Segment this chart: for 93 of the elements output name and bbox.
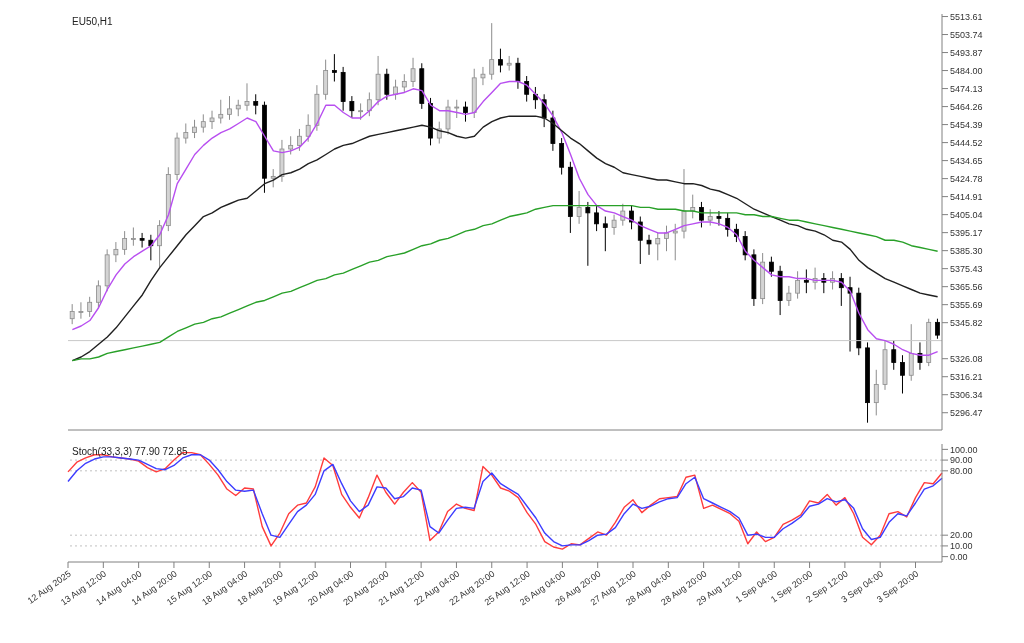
- y-tick-label: 0.00: [950, 551, 968, 562]
- candlestick: [410, 57, 416, 88]
- candlestick: [900, 354, 905, 395]
- candlestick: [585, 201, 591, 267]
- candlestick: [445, 99, 451, 135]
- y-tick-label: 100.00: [950, 444, 978, 455]
- candlestick: [489, 22, 495, 81]
- candlestick: [873, 369, 879, 416]
- y-tick-label: 80.00: [950, 466, 973, 477]
- candlestick: [270, 168, 276, 188]
- candlestick: [436, 121, 442, 145]
- y-tick-label: 5454.39: [950, 119, 983, 130]
- y-tick-label: 5306.34: [950, 389, 983, 400]
- y-tick-label: 5365.56: [950, 281, 983, 292]
- candlestick: [297, 128, 302, 152]
- y-tick-label: 5424.78: [950, 173, 983, 184]
- candlestick: [393, 79, 398, 101]
- y-tick-label: 10.00: [950, 541, 973, 552]
- candlestick: [602, 216, 608, 252]
- y-tick-label: 5296.47: [950, 407, 983, 418]
- y-tick-label: 5503.74: [950, 29, 983, 40]
- candlestick: [611, 214, 617, 236]
- line-series: [71, 204, 939, 362]
- candlestick: [323, 59, 329, 101]
- y-tick-label: 5414.91: [950, 191, 983, 202]
- candlestick: [646, 234, 652, 256]
- candlestick: [768, 256, 774, 278]
- candlestick: [349, 95, 355, 119]
- candlestick: [113, 241, 119, 263]
- y-tick-label: 5405.04: [950, 209, 983, 220]
- candlestick: [139, 232, 145, 249]
- candlestick: [699, 201, 704, 228]
- candlestick: [384, 68, 390, 101]
- candlestick: [559, 137, 565, 176]
- candlestick: [87, 296, 93, 318]
- chart-title: Stoch(33,3,3) 77.90 72.85: [72, 446, 188, 457]
- y-tick-label: 5345.82: [950, 317, 983, 328]
- candlestick: [463, 101, 468, 123]
- candlestick: [227, 95, 232, 121]
- candlestick: [288, 135, 294, 155]
- candlestick: [742, 230, 748, 261]
- candlestick: [847, 276, 853, 353]
- candlestick: [655, 232, 661, 261]
- chart-title: EU50,H1: [72, 16, 113, 27]
- candlestick: [935, 318, 940, 340]
- y-tick-label: 5493.87: [950, 47, 983, 58]
- candlestick: [253, 93, 259, 115]
- candlestick: [366, 91, 372, 117]
- candlestick: [786, 285, 792, 307]
- candlestick: [331, 53, 337, 83]
- candlestick: [122, 230, 128, 256]
- candlestick: [244, 82, 250, 112]
- candlestick: [157, 219, 162, 269]
- candlestick: [576, 190, 582, 225]
- y-tick-label: 5375.43: [950, 263, 983, 274]
- y-tick-label: 5395.17: [950, 227, 983, 238]
- y-tick-label: 5484.00: [950, 65, 983, 76]
- candlestick: [637, 216, 643, 265]
- y-tick-label: 20.00: [950, 530, 973, 541]
- candlestick: [305, 113, 311, 143]
- candlestick: [183, 122, 189, 145]
- candlestick: [795, 270, 801, 300]
- candlestick: [716, 210, 722, 227]
- candlestick: [454, 99, 460, 119]
- y-tick-label: 5444.52: [950, 137, 983, 148]
- candlestick: [209, 110, 215, 130]
- candlestick: [594, 205, 599, 232]
- y-tick-label: 5513.61: [950, 11, 983, 22]
- y-tick-label: 5355.69: [950, 299, 983, 310]
- candlestick: [200, 113, 206, 134]
- candlestick: [803, 268, 809, 294]
- y-tick-label: 5434.65: [950, 155, 983, 166]
- candlestick: [192, 119, 197, 139]
- candlestick: [664, 225, 669, 252]
- candlestick: [218, 99, 224, 124]
- candlestick: [401, 73, 407, 93]
- y-tick-label: 5316.21: [950, 371, 983, 382]
- candlestick: [78, 301, 84, 320]
- y-tick-label: 5474.13: [950, 83, 983, 94]
- candlestick: [498, 48, 503, 73]
- y-tick-label: 90.00: [950, 455, 973, 466]
- y-tick-label: 5464.26: [950, 101, 983, 112]
- y-tick-label: 5326.08: [950, 353, 983, 364]
- candlestick: [891, 340, 897, 371]
- candlestick: [524, 75, 530, 103]
- candlestick: [69, 303, 75, 325]
- y-tick-label: 5385.30: [950, 245, 983, 256]
- candlestick: [681, 168, 687, 239]
- candlestick: [672, 223, 678, 261]
- candlestick: [96, 279, 101, 309]
- candlestick: [515, 57, 521, 90]
- candlestick: [480, 66, 486, 86]
- candlestick: [130, 226, 136, 247]
